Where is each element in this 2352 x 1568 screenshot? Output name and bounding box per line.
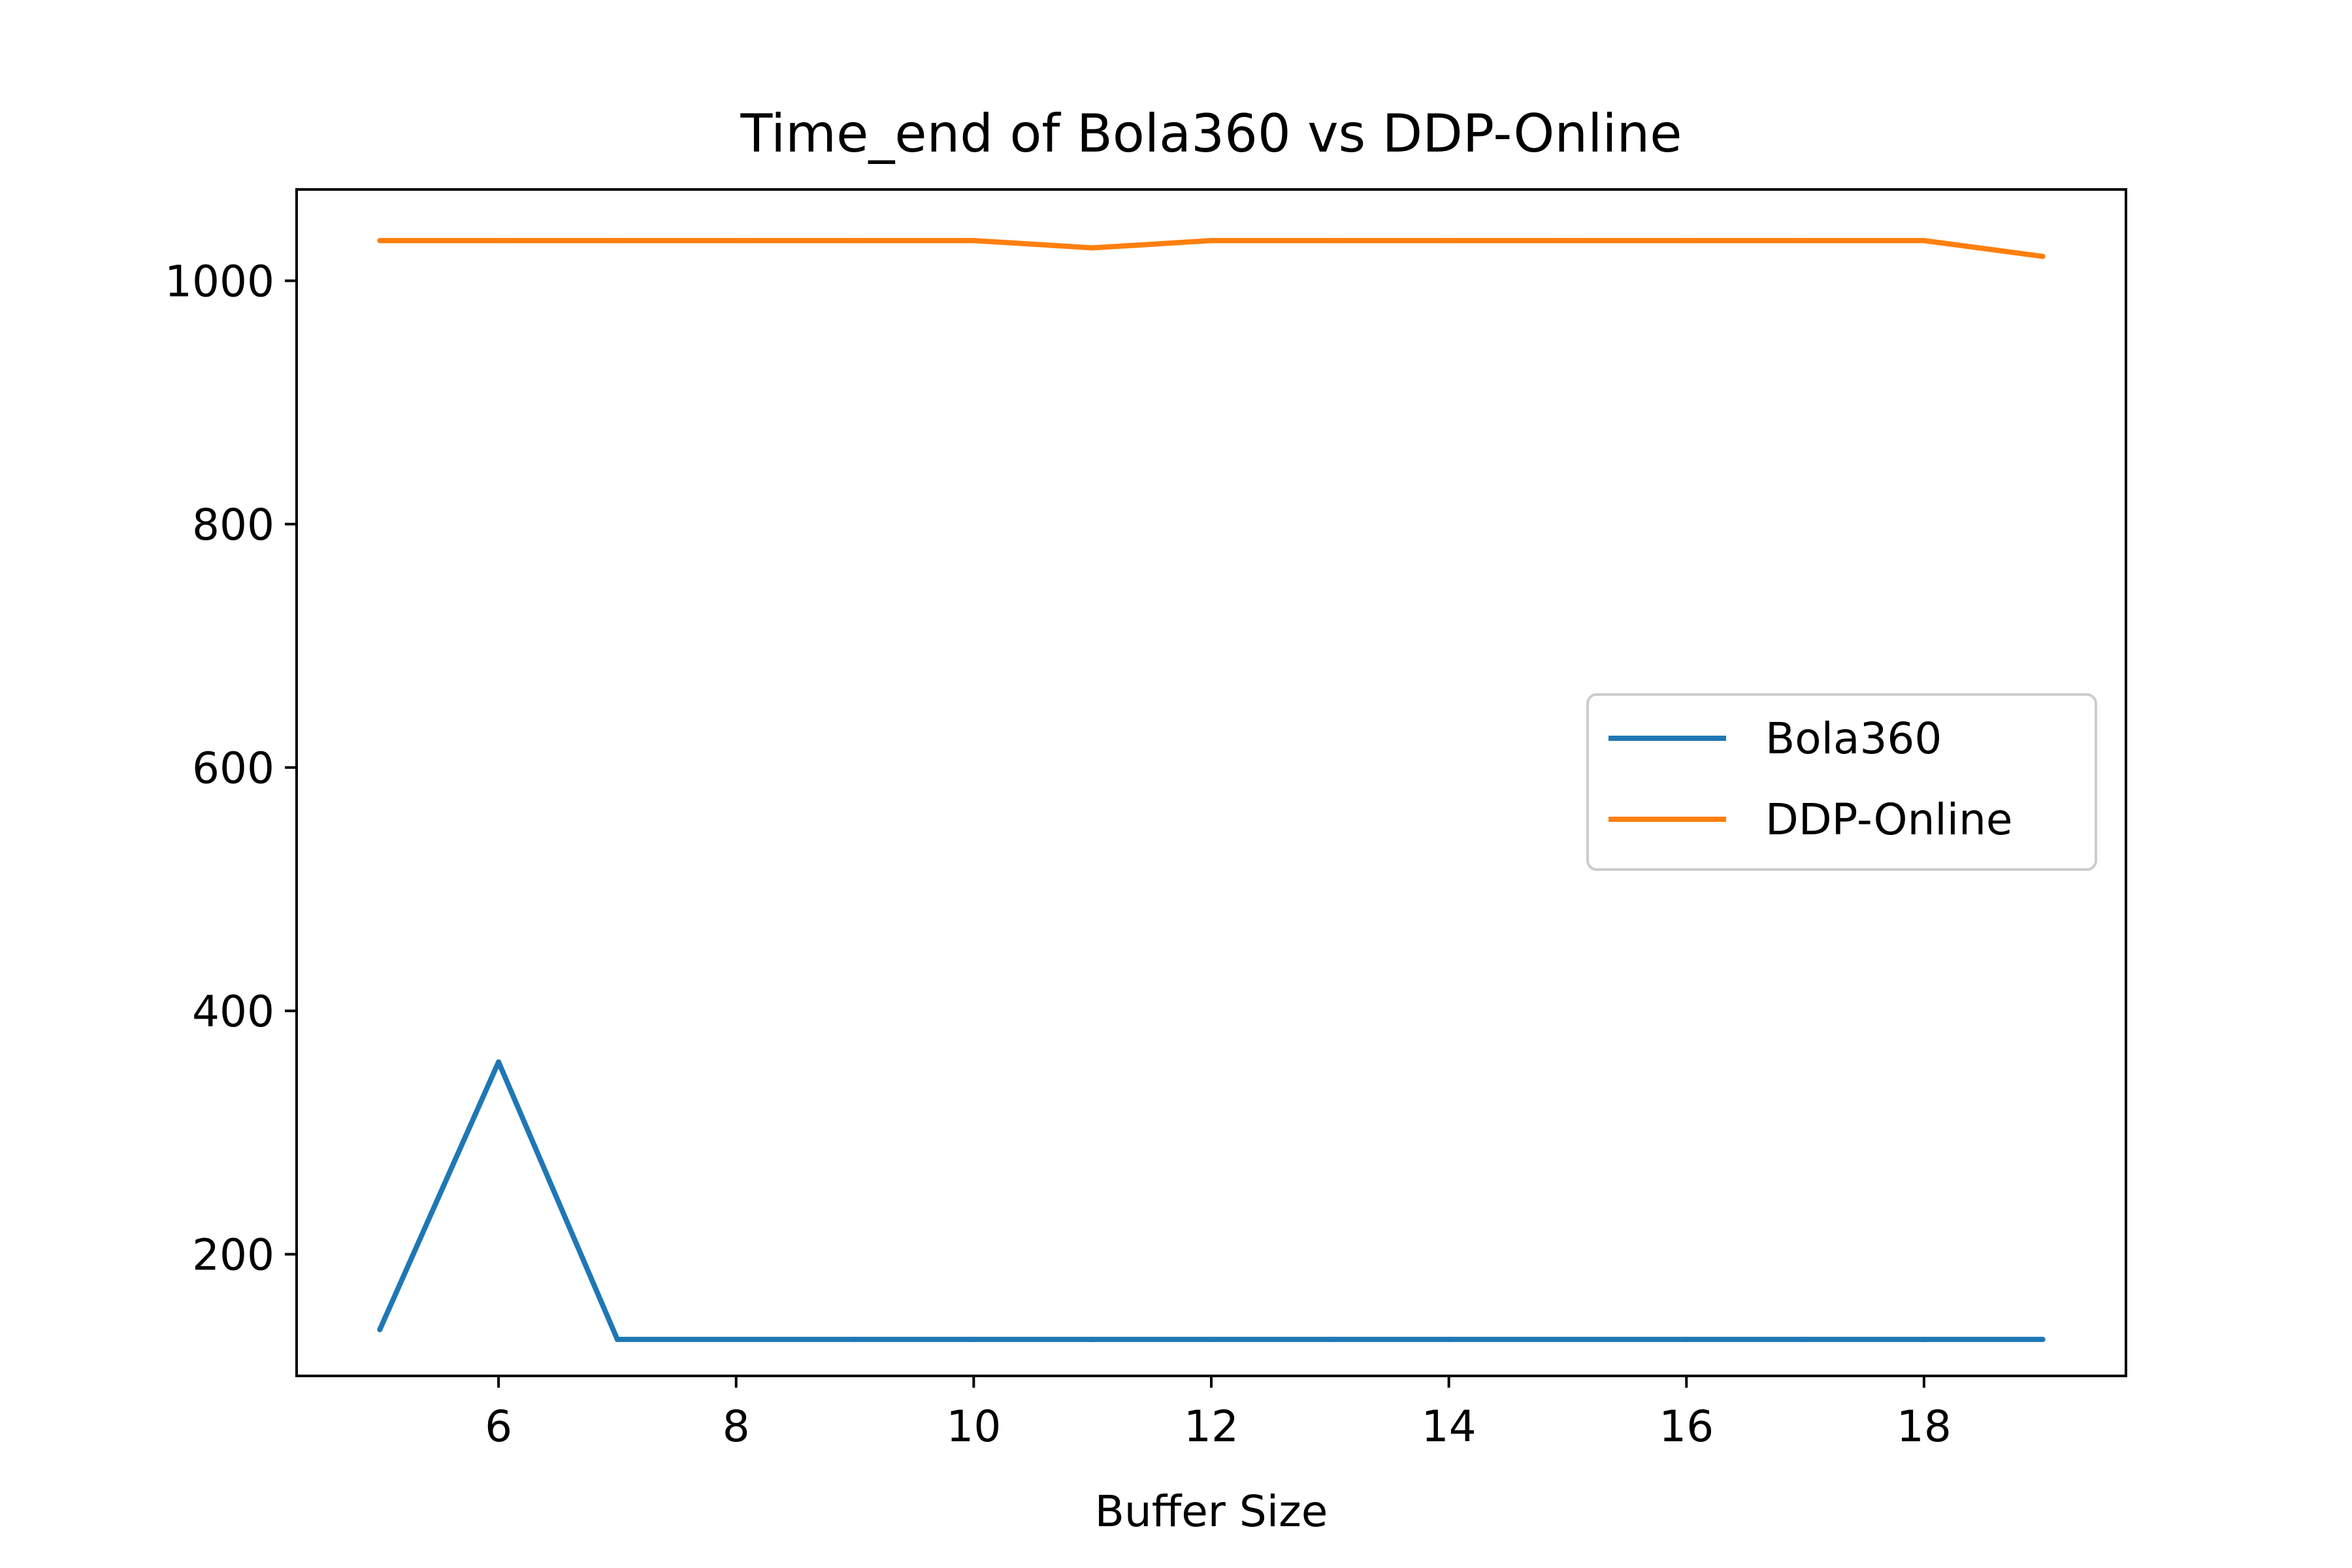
data-point-bola360 (1921, 1337, 1927, 1343)
y-tick-label: 200 (192, 1230, 274, 1281)
data-point-ddp-online (1921, 238, 1927, 244)
data-point-ddp-online (1090, 245, 1096, 251)
data-point-ddp-online (614, 238, 620, 244)
x-tick-label: 10 (946, 1401, 1001, 1452)
legend-label-bola360: Bola360 (1765, 713, 1942, 764)
legend-label-ddp-online: DDP-Online (1765, 794, 2013, 845)
tick-layer: 6 8 10 12 14 16 18 200 400 600 800 1000 (165, 257, 1952, 1452)
data-point-ddp-online (377, 238, 383, 244)
data-point-ddp-online (1446, 238, 1452, 244)
data-point-bola360 (1209, 1337, 1214, 1343)
plot-frame (295, 188, 2127, 1377)
y-tick-label: 600 (192, 743, 274, 794)
series-layer (377, 238, 2046, 1343)
data-point-ddp-online (1684, 238, 1690, 244)
data-point-bola360 (1090, 1337, 1096, 1343)
data-point-bola360 (1565, 1337, 1571, 1343)
data-point-ddp-online (971, 238, 977, 244)
data-point-ddp-online (852, 238, 858, 244)
data-point-bola360 (614, 1337, 620, 1343)
data-point-ddp-online (733, 238, 739, 244)
data-point-ddp-online (1803, 238, 1808, 244)
data-point-bola360 (1446, 1337, 1452, 1343)
data-point-ddp-online (2040, 253, 2046, 259)
x-tick-label: 16 (1659, 1401, 1714, 1452)
data-point-bola360 (971, 1337, 977, 1343)
legend: Bola360 DDP-Online (1586, 693, 2097, 871)
data-point-bola360 (1327, 1337, 1333, 1343)
data-point-bola360 (852, 1337, 858, 1343)
x-tick-label: 6 (485, 1401, 512, 1452)
y-tick-label: 800 (192, 500, 274, 550)
data-point-bola360 (733, 1337, 739, 1343)
y-tick-label: 1000 (165, 257, 274, 307)
x-tick-label: 12 (1184, 1401, 1239, 1452)
data-point-bola360 (1684, 1337, 1690, 1343)
data-point-ddp-online (1209, 238, 1214, 244)
x-tick-label: 8 (723, 1401, 750, 1452)
data-point-bola360 (377, 1327, 383, 1333)
x-axis-label: Buffer Size (1095, 1486, 1328, 1537)
data-point-bola360 (1803, 1337, 1808, 1343)
data-point-ddp-online (1327, 238, 1333, 244)
data-point-ddp-online (1565, 238, 1571, 244)
y-tick-label: 400 (192, 987, 274, 1037)
x-tick-label: 14 (1422, 1401, 1477, 1452)
data-point-ddp-online (496, 238, 502, 244)
x-tick-label: 18 (1897, 1401, 1952, 1452)
chart-title: Time_end of Bola360 vs DDP-Online (740, 103, 1682, 164)
data-point-bola360 (2040, 1337, 2046, 1343)
data-point-bola360 (496, 1059, 502, 1065)
